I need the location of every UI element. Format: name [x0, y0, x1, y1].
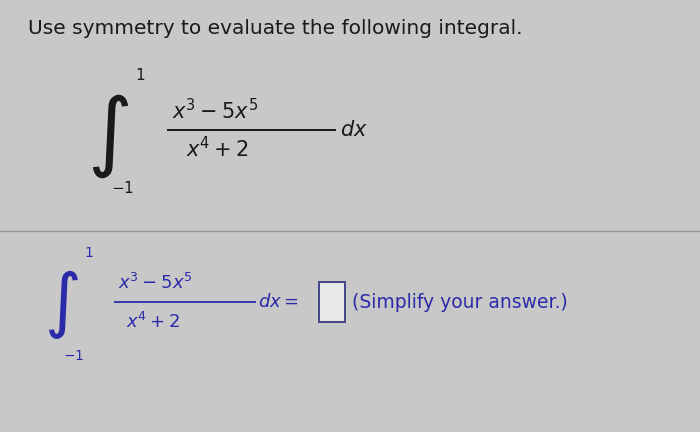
Text: (Simplify your answer.): (Simplify your answer.)	[352, 293, 568, 312]
Text: 1: 1	[85, 246, 93, 260]
Text: $dx$: $dx$	[340, 120, 368, 140]
Bar	[318, 282, 345, 322]
Text: Use symmetry to evaluate the following integral.: Use symmetry to evaluate the following i…	[28, 19, 522, 38]
Text: $x^3 - 5x^5$: $x^3 - 5x^5$	[118, 273, 192, 293]
Text: $-1$: $-1$	[111, 180, 134, 196]
Text: $dx =$: $dx =$	[258, 293, 298, 311]
Text: $x^3 - 5x^5$: $x^3 - 5x^5$	[172, 98, 258, 123]
Text: 1: 1	[135, 68, 145, 83]
Text: $x^4 + 2$: $x^4 + 2$	[126, 312, 181, 332]
Text: $-1$: $-1$	[63, 349, 84, 363]
Text: $x^4 + 2$: $x^4 + 2$	[186, 137, 248, 162]
Text: $\int$: $\int$	[88, 92, 130, 180]
Text: $\int$: $\int$	[44, 268, 79, 341]
